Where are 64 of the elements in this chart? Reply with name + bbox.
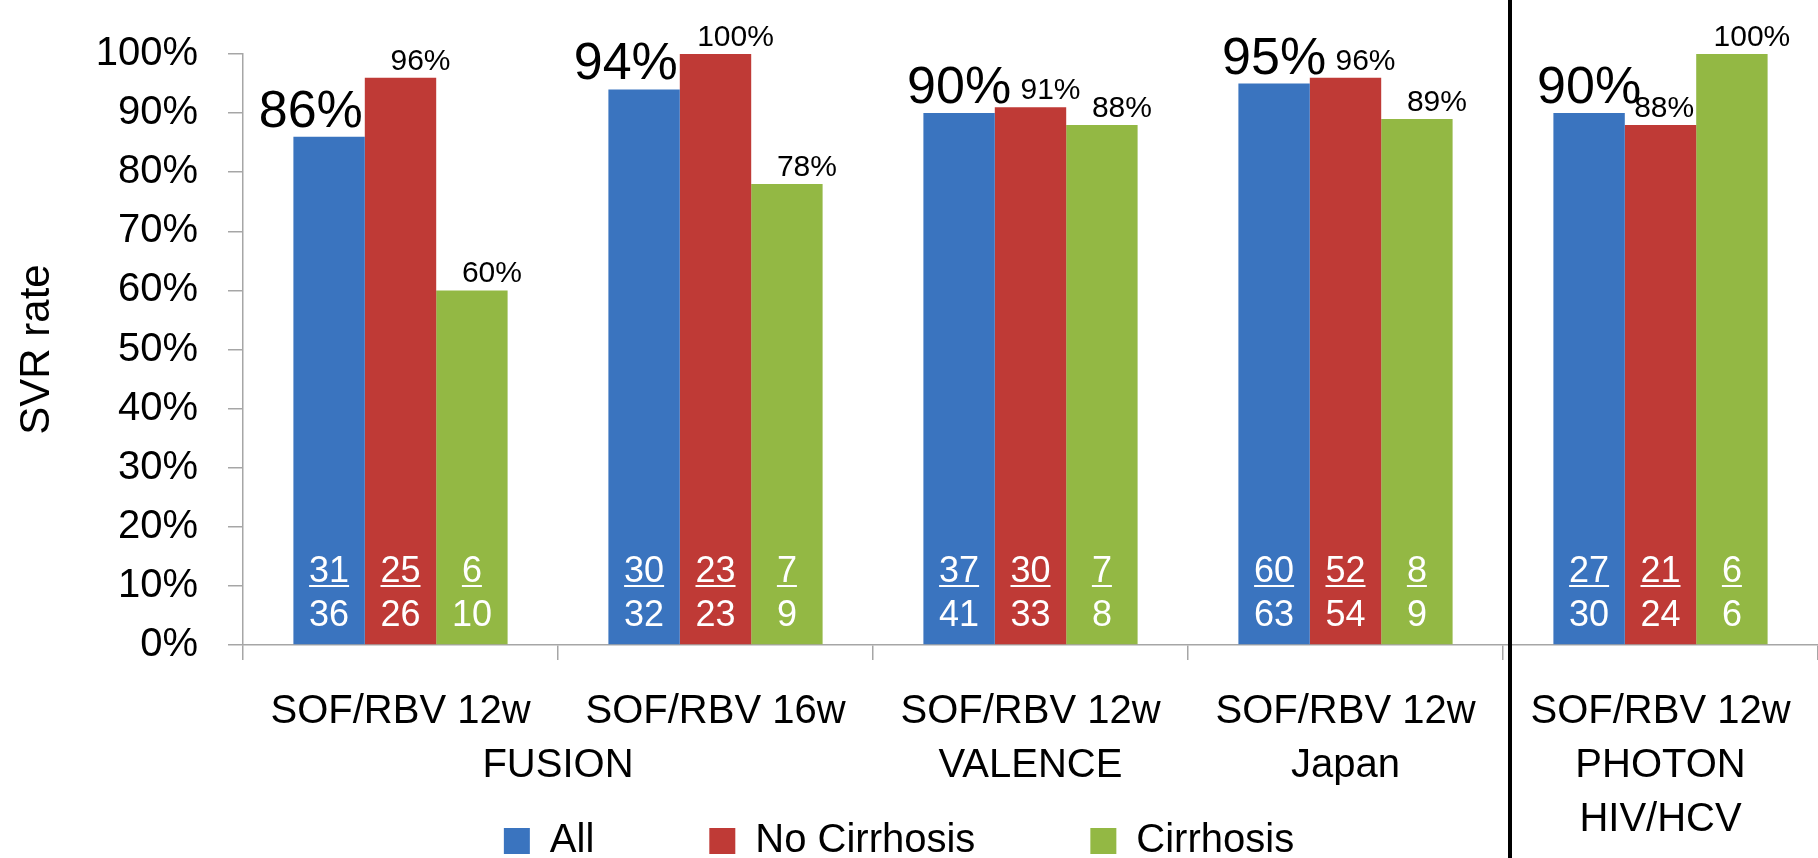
- data-label: 86%: [258, 79, 363, 138]
- x-tick-label: SOF/RBV 12w VALENCE: [900, 687, 1161, 786]
- y-tick-label: 70%: [117, 206, 198, 251]
- annotation: 52 54: [1325, 549, 1366, 634]
- annotation: 27 30: [1569, 549, 1610, 634]
- y-tick-label: 0%: [140, 620, 198, 665]
- y-tick-label: 90%: [117, 88, 198, 133]
- x-tick-label: SOF/RBV 12w PHOTON HIV/HCV: [1530, 687, 1791, 840]
- annotation: 30 33: [1010, 549, 1051, 634]
- annotation: 37 41: [939, 549, 980, 634]
- data-label: 95%: [1222, 26, 1327, 85]
- y-tick-label: 20%: [117, 501, 198, 546]
- legend-label: Cirrhosis: [1136, 816, 1295, 858]
- bar: [1553, 113, 1625, 645]
- bar: [436, 290, 508, 645]
- annotation: 7 9: [776, 549, 797, 634]
- x-tick-label: SOF/RBV 12w: [270, 687, 531, 732]
- y-tick-label: 40%: [117, 383, 198, 428]
- y-axis-title: SVR rate: [10, 264, 58, 435]
- data-label: 60%: [461, 255, 522, 289]
- bar: [923, 113, 995, 645]
- y-tick-label: 50%: [117, 324, 198, 369]
- data-label: 90%: [907, 56, 1012, 115]
- data-label: 78%: [776, 149, 837, 183]
- bar: [1381, 119, 1453, 645]
- data-label: 96%: [390, 42, 451, 76]
- annotation: 6 10: [451, 549, 492, 634]
- bar: [608, 89, 680, 645]
- y-tick-label: 60%: [117, 265, 198, 310]
- bar: [1309, 77, 1382, 645]
- data-label: 96%: [1335, 42, 1396, 76]
- annotation: 21 24: [1640, 549, 1681, 634]
- annotation: 60 63: [1254, 549, 1295, 634]
- y-tick-label: 10%: [117, 560, 198, 605]
- bar: [1066, 124, 1138, 645]
- text: FUSION: [482, 741, 634, 786]
- bar: [679, 54, 752, 645]
- data-label: 100%: [1713, 19, 1791, 52]
- data-label: 94%: [573, 32, 678, 91]
- bar: [1696, 54, 1768, 645]
- y-tick-label: 80%: [117, 147, 198, 192]
- bar: [751, 184, 823, 645]
- annotation: 23 23: [695, 549, 736, 634]
- annotation: 8 9: [1406, 549, 1427, 634]
- x-tick-label: SOF/RBV 16w: [585, 687, 846, 732]
- legend-label: All: [549, 816, 595, 858]
- data-label: 89%: [1406, 84, 1467, 118]
- y-tick-label: 30%: [117, 442, 198, 487]
- annotation: 6 6: [1721, 549, 1742, 634]
- bar: [1238, 83, 1310, 645]
- annotation: 31 36: [309, 549, 350, 634]
- annotation: 7 8: [1091, 549, 1112, 634]
- data-label: 88%: [1091, 89, 1152, 123]
- legend-label: No Cirrhosis: [755, 816, 976, 858]
- annotation: 25 26: [380, 549, 421, 634]
- bar: [994, 107, 1067, 645]
- x-tick-label: SOF/RBV 12w Japan: [1215, 687, 1476, 786]
- bar: [364, 77, 437, 645]
- data-label: 91%: [1020, 72, 1081, 106]
- data-label: 100%: [697, 19, 774, 52]
- bar: [1624, 124, 1697, 645]
- annotation: 30 32: [624, 549, 665, 634]
- bar: [293, 136, 365, 645]
- y-tick-label: 100%: [95, 29, 198, 74]
